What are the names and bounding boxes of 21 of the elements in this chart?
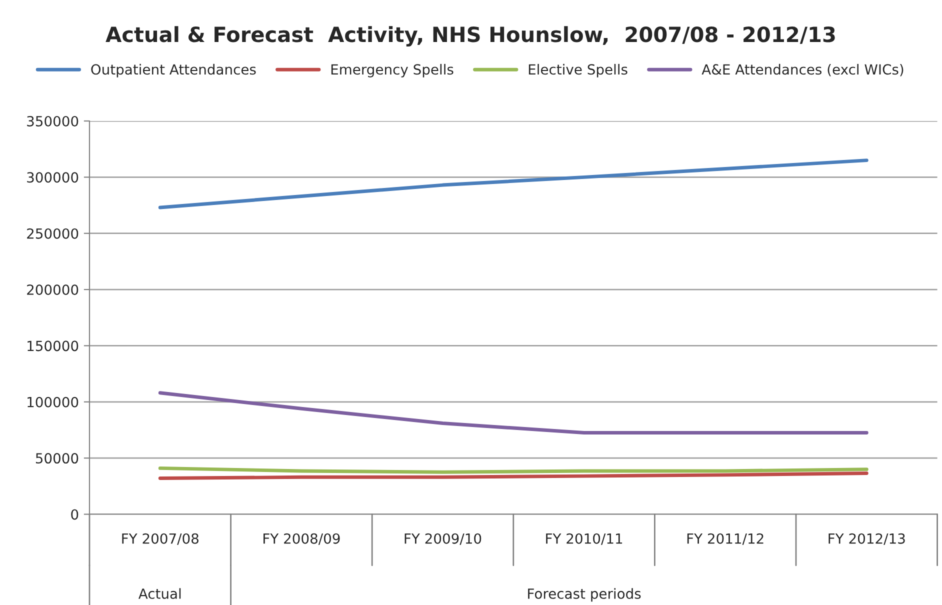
legend-label: Emergency Spells <box>331 64 454 78</box>
y-tick-label: 100000 <box>28 396 78 408</box>
x-tick-label: FY 2010/11 <box>546 533 622 545</box>
text: Forecast periods <box>528 588 641 602</box>
legend-label: Outpatient Attendances <box>91 64 256 78</box>
x-tick-label: FY 2008/09 <box>264 533 340 545</box>
y-tick-label: 200000 <box>27 284 78 296</box>
x-tick-label: FY 2007/08 <box>122 533 198 545</box>
y-tick-label: 50000 <box>36 453 78 464</box>
y-tick-label: 250000 <box>27 228 78 239</box>
x-tick-label: FY 2009/10 <box>404 533 482 545</box>
y-tick-label: 150000 <box>28 340 78 352</box>
text: Actual <box>138 588 181 599</box>
x-tick-label: FY 2012/13 <box>828 533 905 545</box>
y-tick-label: 350000 <box>27 116 78 126</box>
chart-title: Actual & Forecast Activity, NHS Hounslow, 2007/08 - 2012/13 <box>106 26 835 46</box>
x-tick-label: FY 2011/12 <box>687 533 764 545</box>
legend-label: Elective Spells <box>528 64 628 78</box>
legend-label: A&E Attendances (excl WICs) <box>702 64 904 76</box>
y-tick-label: 300000 <box>27 172 78 183</box>
y-tick-label: 0 <box>71 509 78 520</box>
